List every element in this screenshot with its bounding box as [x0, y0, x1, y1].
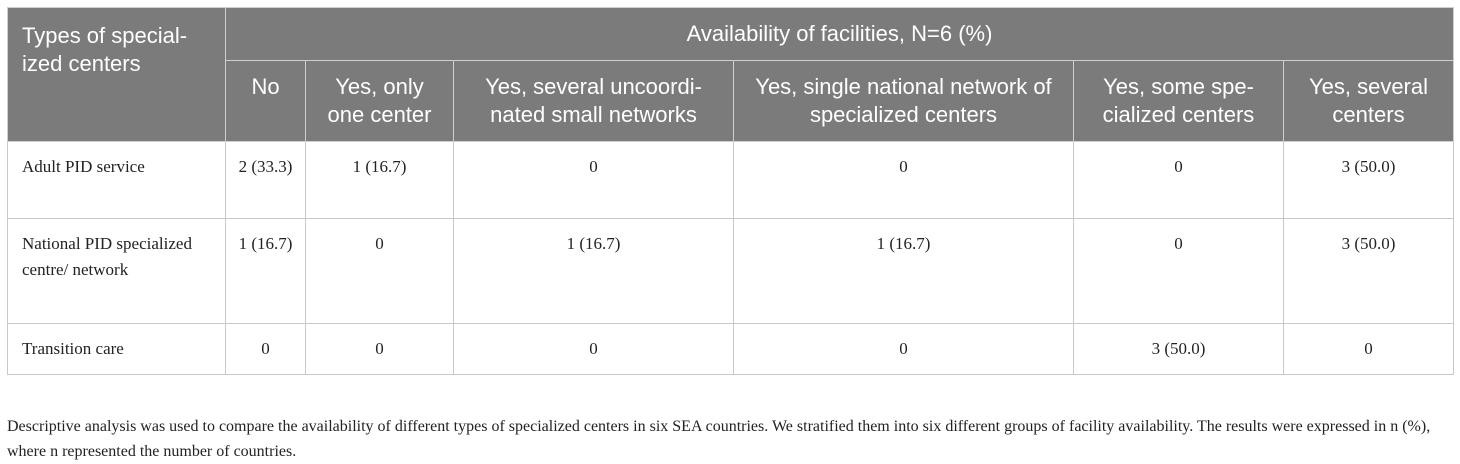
- table-cell: 0: [305, 323, 454, 375]
- table-cell: 0: [225, 323, 306, 375]
- table-cell: 3 (50.0): [1283, 218, 1454, 324]
- table-footnote: Descriptive analysis was used to compare…: [7, 418, 1431, 460]
- stub-header: Types of special-ized centers: [7, 7, 226, 142]
- table-cell: 2 (33.3): [225, 141, 306, 219]
- facilities-table: Types of special-ized centers Availabili…: [7, 7, 1454, 375]
- header-row-group: Types of special-ized centers Availabili…: [7, 7, 1454, 142]
- column-header: Yes, only one center: [305, 60, 454, 142]
- column-header: No: [225, 60, 306, 142]
- table-cell: 0: [453, 323, 734, 375]
- group-header: Availability of facilities, N=6 (%): [225, 7, 1454, 61]
- table-cell: 1 (16.7): [305, 141, 454, 219]
- table-cell: 0: [733, 323, 1074, 375]
- table-cell: 3 (50.0): [1283, 141, 1454, 219]
- table-cell: 0: [305, 218, 454, 324]
- column-header: Yes, several uncoordi-nated small networ…: [453, 60, 734, 142]
- table-row: Transition care 0 0 0 0 3 (50.0) 0: [7, 323, 1454, 375]
- table-cell: 0: [733, 141, 1074, 219]
- table-cell: 0: [1073, 141, 1284, 219]
- table-cell: 1 (16.7): [733, 218, 1074, 324]
- table-row: National PID specialized centre/ network…: [7, 218, 1454, 324]
- column-header: Yes, single national network of speciali…: [733, 60, 1074, 142]
- table-cell: 0: [453, 141, 734, 219]
- table-row: Adult PID service 2 (33.3) 1 (16.7) 0 0 …: [7, 141, 1454, 219]
- table-cell: 3 (50.0): [1073, 323, 1284, 375]
- table-cell: 1 (16.7): [225, 218, 306, 324]
- row-label: National PID specialized centre/ network: [7, 218, 226, 324]
- row-label: Transition care: [7, 323, 226, 375]
- table-cell: 0: [1073, 218, 1284, 324]
- table-cell: 1 (16.7): [453, 218, 734, 324]
- column-header: Yes, several centers: [1283, 60, 1454, 142]
- header-row-columns: No Yes, only one center Yes, several unc…: [8, 60, 1454, 142]
- row-label: Adult PID service: [7, 141, 226, 219]
- table-cell: 0: [1283, 323, 1454, 375]
- column-header: Yes, some spe-cialized centers: [1073, 60, 1284, 142]
- data-table-container: Types of special-ized centers Availabili…: [7, 7, 1454, 375]
